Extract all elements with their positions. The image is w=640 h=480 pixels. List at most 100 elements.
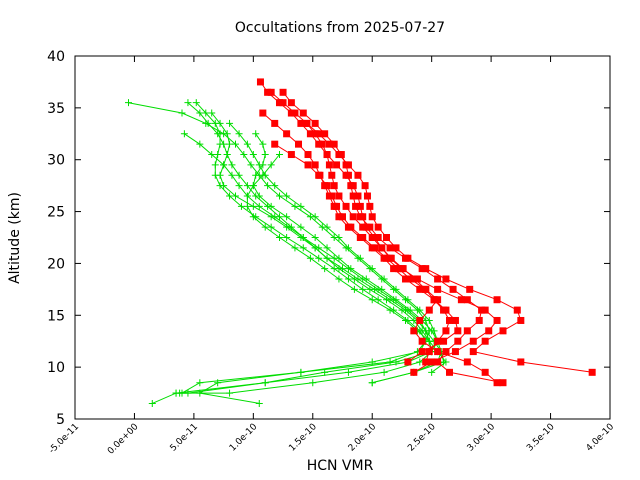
- data-point: [406, 306, 414, 314]
- data-point: [279, 88, 287, 96]
- data-point: [297, 202, 305, 210]
- data-point: [275, 151, 283, 159]
- data-point: [362, 223, 370, 231]
- data-point: [493, 316, 501, 324]
- data-point: [359, 285, 367, 293]
- data-point: [315, 254, 323, 262]
- data-point: [356, 202, 364, 210]
- data-point: [380, 368, 388, 376]
- x-axis-label: HCN VMR: [307, 458, 374, 474]
- data-point: [309, 379, 317, 387]
- data-point: [235, 182, 243, 190]
- data-point: [184, 99, 192, 107]
- data-point: [378, 244, 386, 252]
- data-point: [454, 327, 462, 335]
- data-point: [359, 234, 367, 241]
- data-point: [434, 296, 442, 304]
- data-point: [366, 223, 374, 231]
- data-point: [303, 119, 311, 127]
- data-point: [247, 161, 255, 169]
- data-point: [410, 368, 418, 376]
- series-red-13: [303, 119, 453, 366]
- data-point: [291, 109, 299, 117]
- y-tick-label: 20: [47, 256, 65, 272]
- data-point: [425, 348, 433, 356]
- data-point: [255, 202, 263, 210]
- data-point: [204, 119, 212, 127]
- data-point: [249, 182, 257, 190]
- data-point: [196, 379, 204, 387]
- data-point: [237, 202, 245, 210]
- data-point: [517, 358, 525, 366]
- data-point: [267, 213, 275, 221]
- data-point: [428, 358, 436, 366]
- data-point: [214, 379, 222, 387]
- data-point: [347, 265, 355, 273]
- data-point: [371, 244, 379, 252]
- data-point: [243, 192, 251, 200]
- data-point: [240, 151, 248, 159]
- data-point: [259, 140, 267, 148]
- data-point: [148, 399, 156, 407]
- data-point: [410, 327, 418, 335]
- data-point: [267, 161, 275, 169]
- data-point: [223, 151, 231, 159]
- data-point: [259, 161, 267, 169]
- data-point: [475, 316, 483, 324]
- data-point: [232, 140, 239, 148]
- data-point: [297, 234, 305, 241]
- data-point: [330, 265, 338, 273]
- data-point: [344, 368, 352, 376]
- series-red-12: [271, 140, 501, 387]
- y-tick-label: 5: [56, 412, 65, 428]
- data-point: [184, 389, 192, 397]
- data-point: [442, 275, 450, 283]
- data-point: [196, 140, 204, 148]
- data-point: [416, 285, 424, 293]
- data-point: [315, 140, 323, 148]
- data-point: [368, 234, 376, 241]
- data-point: [339, 213, 346, 221]
- data-point: [454, 337, 462, 345]
- data-point: [315, 171, 323, 179]
- data-point: [299, 109, 307, 117]
- data-point: [418, 337, 426, 345]
- data-point: [442, 348, 450, 356]
- data-point: [328, 192, 336, 200]
- data-point: [366, 202, 374, 210]
- data-point: [323, 151, 331, 159]
- data-point: [208, 151, 216, 159]
- data-point: [275, 234, 283, 241]
- data-point: [267, 223, 275, 231]
- data-point: [291, 244, 299, 252]
- data-point: [256, 78, 264, 86]
- data-point: [304, 161, 312, 169]
- data-point: [306, 130, 314, 138]
- data-point: [283, 213, 291, 221]
- data-point: [321, 265, 329, 273]
- data-point: [335, 213, 343, 221]
- data-point: [368, 358, 376, 366]
- data-point: [311, 244, 319, 252]
- data-point: [226, 119, 234, 127]
- data-point: [283, 223, 291, 231]
- data-point: [382, 254, 390, 262]
- data-point: [422, 358, 430, 366]
- data-point: [178, 109, 186, 117]
- data-point: [202, 109, 210, 117]
- data-point: [255, 399, 263, 407]
- data-point: [404, 296, 412, 304]
- data-point: [261, 223, 269, 231]
- data-point: [311, 161, 319, 169]
- data-point: [387, 254, 395, 262]
- data-point: [243, 140, 251, 148]
- series-line: [246, 154, 447, 373]
- data-point: [211, 119, 219, 127]
- data-point: [304, 151, 312, 159]
- data-point: [380, 275, 388, 283]
- data-point: [226, 192, 234, 200]
- data-point: [275, 192, 283, 200]
- data-point: [425, 337, 433, 345]
- series-line: [270, 91, 593, 373]
